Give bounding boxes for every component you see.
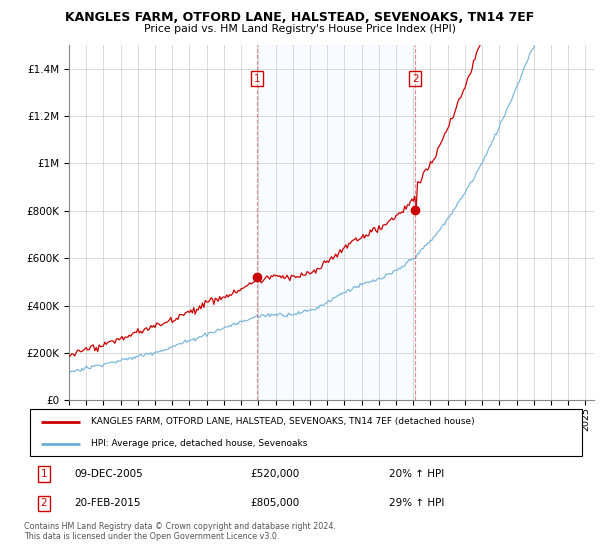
FancyBboxPatch shape xyxy=(30,409,582,456)
Text: 1: 1 xyxy=(254,73,260,83)
Bar xyxy=(257,45,415,400)
Text: KANGLES FARM, OTFORD LANE, HALSTEAD, SEVENOAKS, TN14 7EF (detached house): KANGLES FARM, OTFORD LANE, HALSTEAD, SEV… xyxy=(91,417,475,426)
Text: 2: 2 xyxy=(412,73,419,83)
Text: 29% ↑ HPI: 29% ↑ HPI xyxy=(389,498,444,508)
Text: £520,000: £520,000 xyxy=(251,469,300,479)
Text: 2: 2 xyxy=(40,498,47,508)
Text: Price paid vs. HM Land Registry's House Price Index (HPI): Price paid vs. HM Land Registry's House … xyxy=(144,24,456,34)
Text: £805,000: £805,000 xyxy=(251,498,300,508)
Text: 09-DEC-2005: 09-DEC-2005 xyxy=(74,469,143,479)
Text: 1: 1 xyxy=(40,469,47,479)
Text: KANGLES FARM, OTFORD LANE, HALSTEAD, SEVENOAKS, TN14 7EF: KANGLES FARM, OTFORD LANE, HALSTEAD, SEV… xyxy=(65,11,535,24)
Text: HPI: Average price, detached house, Sevenoaks: HPI: Average price, detached house, Seve… xyxy=(91,439,307,448)
Text: 20-FEB-2015: 20-FEB-2015 xyxy=(74,498,140,508)
Text: 20% ↑ HPI: 20% ↑ HPI xyxy=(389,469,444,479)
Text: Contains HM Land Registry data © Crown copyright and database right 2024.
This d: Contains HM Land Registry data © Crown c… xyxy=(24,522,336,542)
